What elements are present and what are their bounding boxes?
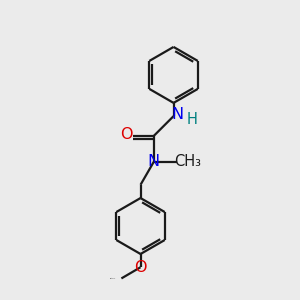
Text: N: N xyxy=(148,154,160,169)
Text: H: H xyxy=(186,112,197,127)
Text: CH₃: CH₃ xyxy=(174,154,201,169)
Text: O: O xyxy=(134,260,147,275)
Text: methoxy: methoxy xyxy=(110,278,116,279)
Text: N: N xyxy=(171,107,183,122)
Text: O: O xyxy=(120,127,132,142)
